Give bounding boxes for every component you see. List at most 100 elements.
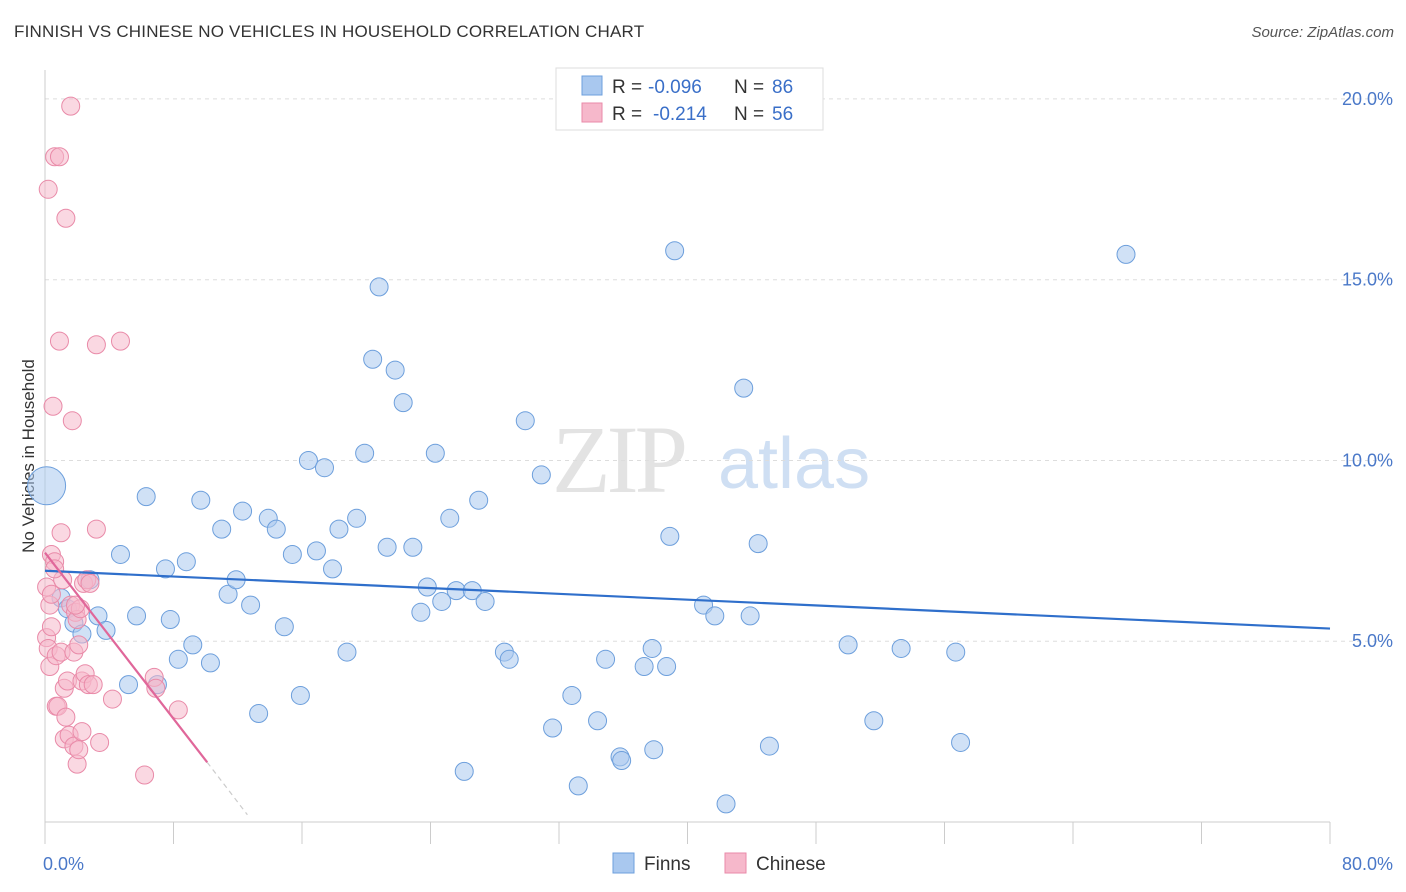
finns-point-74	[716, 794, 736, 814]
finns-point-28	[274, 617, 294, 637]
finns-point-56	[499, 649, 519, 669]
finns-point-51	[454, 761, 474, 781]
y-axis-label: No Vehicles in Household	[19, 359, 38, 553]
chinese-point-42	[80, 573, 100, 593]
finns-point-49	[440, 508, 460, 528]
finns-point-75	[734, 378, 754, 398]
finns-points	[27, 241, 1136, 814]
finns-point-34	[323, 559, 343, 579]
finns-point-32	[306, 541, 326, 561]
y-tick-labels: 5.0% 10.0% 15.0% 20.0%	[1342, 89, 1393, 651]
legend-chinese-r-value: -0.214	[653, 104, 707, 125]
bottom-legend-swatch-chinese	[724, 852, 747, 874]
legend-swatch-finns	[581, 75, 603, 96]
chinese-point-8	[43, 396, 63, 416]
y-tick-label-3: 20.0%	[1342, 89, 1393, 109]
chinese-point-44	[86, 519, 106, 539]
finns-point-80	[864, 711, 884, 731]
finns-point-77	[748, 534, 768, 554]
finns-point-24	[241, 595, 261, 615]
watermark-atlas: atlas	[718, 424, 870, 504]
legend-finns-r-label: R =	[612, 77, 642, 98]
source-label: Source: ZipAtlas.com	[1251, 24, 1394, 41]
legend-swatch-chinese	[581, 102, 603, 123]
chinese-point-53	[45, 559, 65, 579]
finns-point-53	[469, 490, 489, 510]
finns-point-41	[377, 537, 397, 557]
finns-point-21	[218, 584, 238, 604]
x-tick-label-1: 80.0%	[1342, 854, 1393, 874]
finns-point-25	[249, 704, 269, 724]
finns-point-27	[266, 519, 286, 539]
chinese-point-16	[51, 523, 71, 543]
finns-point-10	[127, 606, 147, 626]
finns-point-59	[543, 718, 563, 738]
y-tick-label-2: 15.0%	[1342, 270, 1393, 290]
trend-lines	[44, 551, 1331, 816]
legend-chinese-n-value: 56	[772, 104, 793, 125]
finns-point-58	[531, 465, 551, 485]
legend-chinese-r-label: R =	[612, 104, 642, 125]
finns-point-20	[212, 519, 232, 539]
finns-point-39	[363, 349, 383, 369]
chinese-point-43	[83, 675, 103, 695]
finns-point-70	[660, 526, 680, 546]
finns-point-60	[562, 685, 582, 705]
finns-point-40	[369, 277, 389, 297]
bottom-legend-swatch-finns	[612, 852, 635, 874]
finns-point-45	[411, 602, 431, 622]
x-tick-label-0: 0.0%	[43, 854, 84, 874]
x-tick-labels: 0.0% 80.0%	[43, 854, 1393, 874]
finns-point-44	[403, 537, 423, 557]
finns-point-83	[951, 732, 971, 752]
chinese-point-21	[56, 208, 76, 228]
finns-point-9	[119, 675, 139, 695]
finns-point-18	[191, 490, 211, 510]
finns-point-30	[290, 685, 310, 705]
finns-trend-line	[44, 569, 1331, 630]
finns-point-71	[665, 241, 685, 261]
legend-finns-n-label: N =	[734, 77, 764, 98]
chinese-point-14	[49, 147, 69, 167]
watermark-zip: ZIP	[552, 406, 685, 513]
chinese-point-37	[72, 722, 92, 742]
finns-point-35	[329, 519, 349, 539]
finns-point-81	[891, 638, 911, 658]
finns-point-36	[337, 642, 357, 662]
chinese-point-15	[49, 331, 69, 351]
gridlines	[45, 98, 1378, 642]
finns-point-42	[385, 360, 405, 380]
chinese-point-48	[110, 331, 130, 351]
chinese-point-46	[90, 732, 110, 752]
finns-point-16	[176, 552, 196, 572]
finns-point-57	[515, 411, 535, 431]
chinese-point-45	[86, 335, 106, 355]
finns-point-13	[155, 559, 175, 579]
chinese-point-52	[168, 700, 188, 720]
y-tick-label-1: 10.0%	[1342, 450, 1393, 470]
chinese-point-26	[61, 96, 81, 116]
series-legend: Finns Chinese	[612, 852, 826, 875]
legend-finns-r-value: -0.096	[648, 77, 702, 98]
chinese-point-3	[38, 179, 58, 199]
finns-point-84	[1116, 244, 1136, 264]
finns-point-33	[314, 458, 334, 478]
legend-chinese-n-label: N =	[734, 104, 764, 125]
finns-point-62	[588, 711, 608, 731]
chinese-point-47	[102, 689, 122, 709]
finns-point-66	[634, 657, 654, 677]
chinese-point-27	[62, 411, 82, 431]
chinese-point-49	[135, 765, 155, 785]
finns-point-68	[644, 740, 664, 760]
finns-point-23	[233, 501, 253, 521]
finns-point-19	[200, 653, 220, 673]
finns-point-61	[568, 776, 588, 796]
chinese-trend-extension	[206, 761, 248, 816]
finns-point-17	[183, 635, 203, 655]
finns-point-15	[168, 649, 188, 669]
bottom-legend-finns: Finns	[644, 854, 690, 875]
chinese-point-33	[69, 635, 89, 655]
finns-point-6	[88, 606, 108, 626]
chinese-points	[37, 96, 188, 785]
